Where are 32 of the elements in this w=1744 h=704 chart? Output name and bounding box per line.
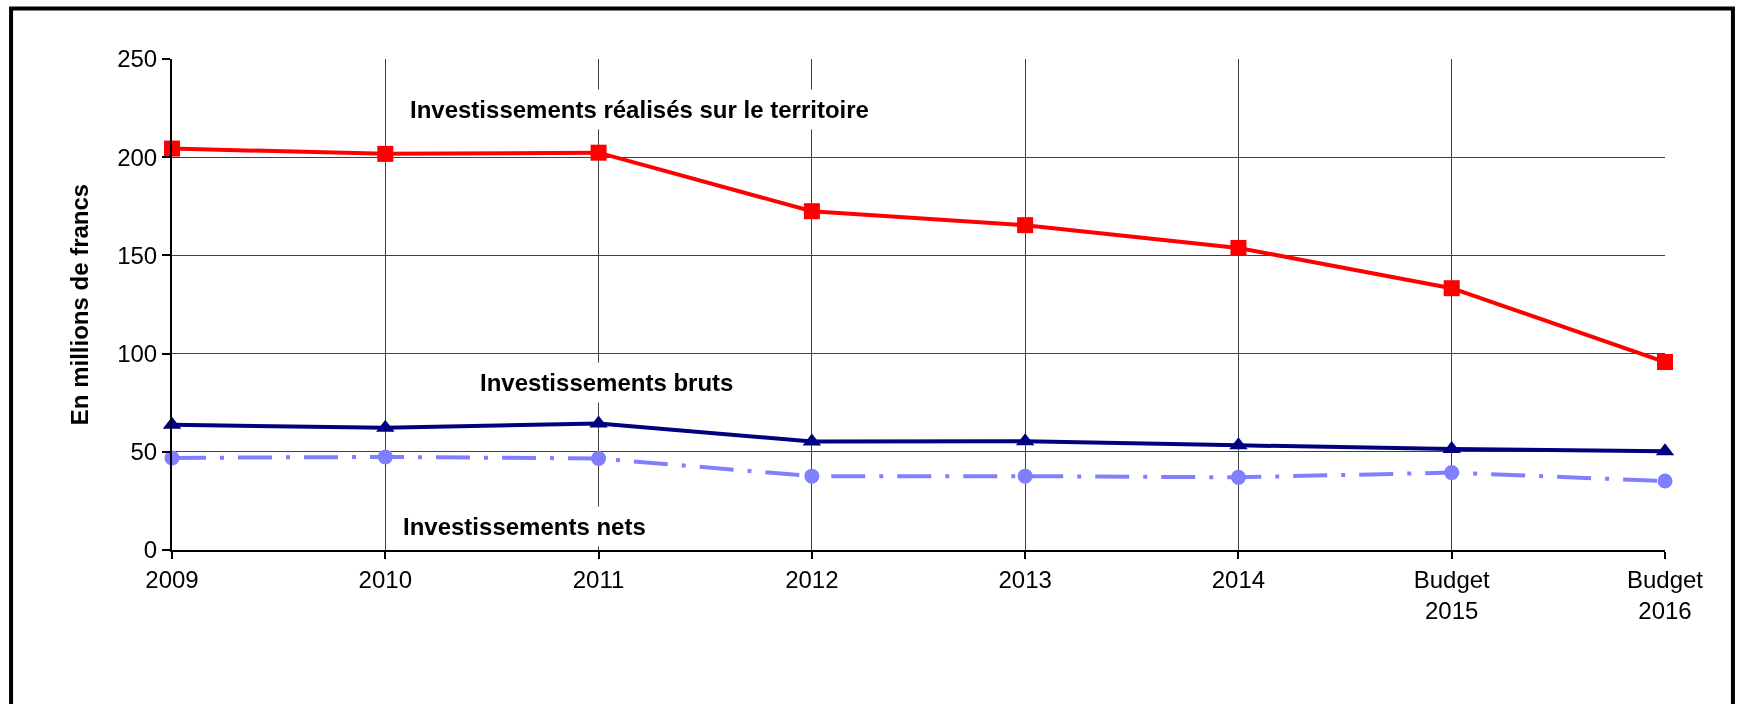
point — [1657, 473, 1673, 489]
x-tick-label: 2012 — [785, 565, 839, 593]
point — [1230, 469, 1246, 485]
x-tick-label: Budget 2015 — [1413, 565, 1491, 624]
x-tick-label: 2010 — [358, 565, 412, 593]
point — [590, 144, 607, 161]
x-tick-label: Budget 2016 — [1626, 565, 1704, 624]
y-tick-label: 50 — [130, 438, 158, 466]
x-tick-label: 2009 — [145, 565, 199, 593]
x-tick-label: 2014 — [1211, 565, 1266, 593]
y-tick-label: 250 — [117, 45, 158, 73]
y-tick-label: 150 — [117, 241, 158, 269]
y-axis-title: En millions de francs — [65, 183, 93, 426]
point — [377, 145, 394, 162]
point — [1230, 239, 1247, 256]
point — [804, 468, 820, 484]
x-tick-label: 2011 — [572, 565, 625, 593]
point — [1017, 468, 1033, 484]
point — [803, 203, 820, 220]
series-label: Investissements réalisés sur le territoire — [410, 96, 869, 123]
point — [377, 449, 393, 465]
x-tick-label: 2013 — [998, 565, 1052, 593]
y-tick-label: 0 — [143, 536, 158, 564]
text: Investissements nets — [403, 513, 646, 540]
point — [1444, 465, 1460, 481]
point — [1443, 280, 1460, 297]
y-tick-label: 200 — [117, 143, 158, 171]
point — [1017, 217, 1034, 234]
y-tick-label: 100 — [117, 340, 158, 367]
series-label: Investissements bruts — [480, 369, 734, 396]
point — [1657, 354, 1673, 371]
point — [591, 450, 607, 466]
